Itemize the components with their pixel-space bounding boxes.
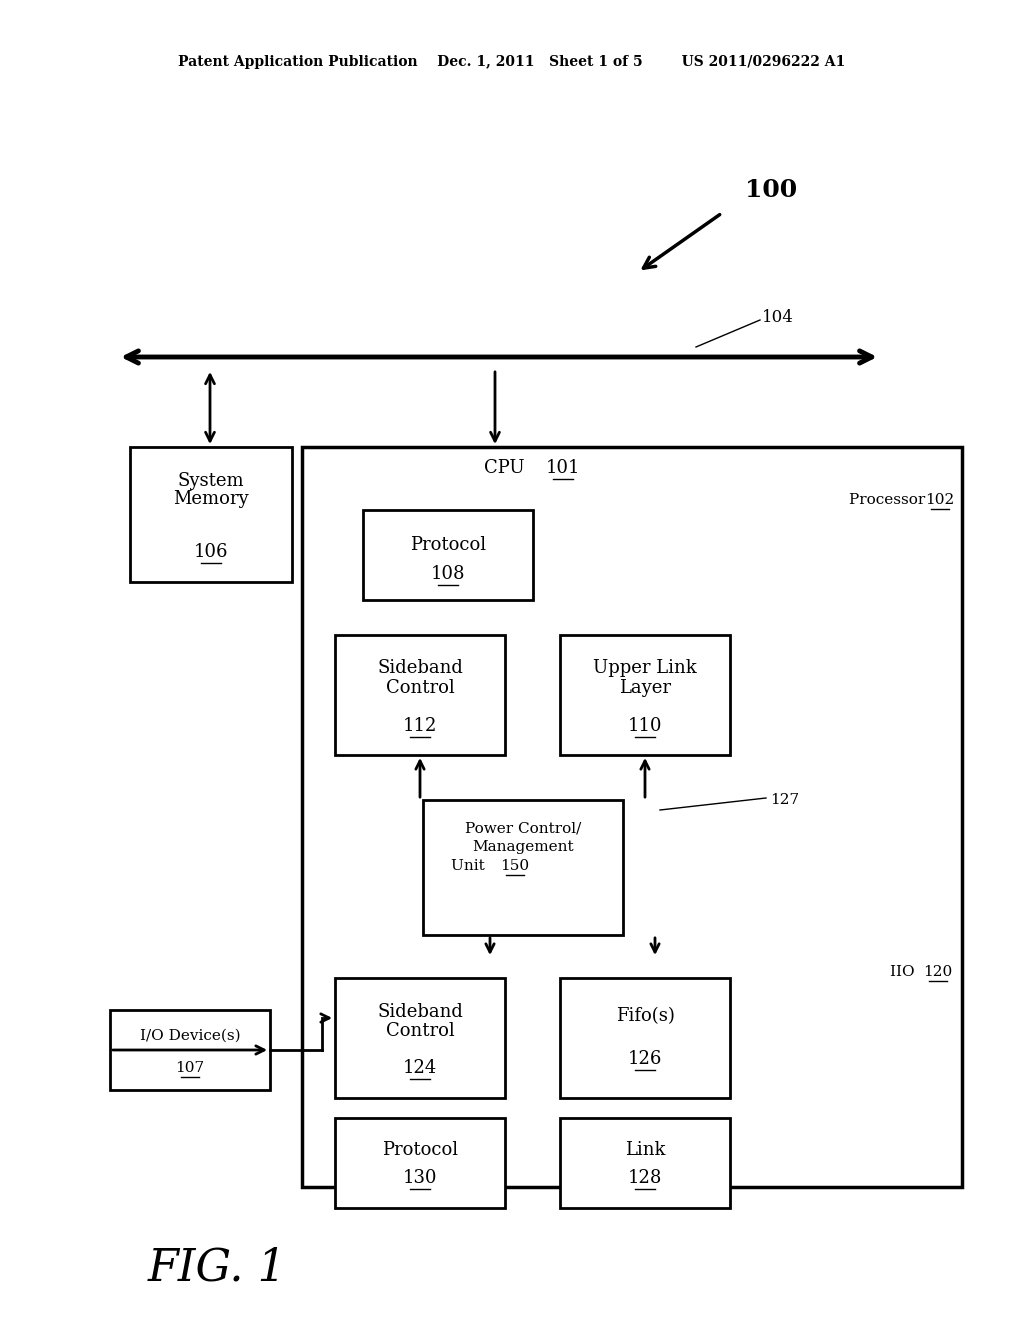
- Text: 104: 104: [762, 309, 794, 326]
- Text: Processor: Processor: [849, 492, 930, 507]
- Text: Control: Control: [386, 1022, 455, 1040]
- Text: 110: 110: [628, 717, 663, 735]
- Text: Upper Link: Upper Link: [593, 659, 697, 677]
- Text: Sideband: Sideband: [377, 1003, 463, 1020]
- Text: CPU: CPU: [483, 459, 530, 477]
- Bar: [302, 447, 962, 1187]
- Text: System: System: [178, 473, 245, 490]
- Text: Control: Control: [386, 678, 455, 697]
- Bar: [362, 510, 534, 601]
- Text: FIG. 1: FIG. 1: [148, 1246, 287, 1290]
- Text: 127: 127: [770, 793, 799, 807]
- Bar: [560, 635, 730, 755]
- Text: 150: 150: [501, 859, 529, 873]
- Text: 128: 128: [628, 1170, 663, 1187]
- Text: Power Control/: Power Control/: [465, 821, 582, 836]
- Text: Management: Management: [472, 840, 573, 854]
- Bar: [560, 1118, 730, 1208]
- Text: 106: 106: [194, 543, 228, 561]
- Text: 130: 130: [402, 1170, 437, 1187]
- Text: Protocol: Protocol: [410, 536, 486, 554]
- Text: Sideband: Sideband: [377, 659, 463, 677]
- Bar: [319, 958, 945, 1173]
- Bar: [130, 447, 292, 582]
- Bar: [335, 635, 505, 755]
- Text: 107: 107: [175, 1061, 205, 1074]
- Text: I/O Device(s): I/O Device(s): [139, 1030, 241, 1043]
- Text: 108: 108: [431, 565, 465, 583]
- Text: Fifo(s): Fifo(s): [615, 1007, 675, 1026]
- Text: Layer: Layer: [618, 678, 671, 697]
- Text: 120: 120: [924, 965, 952, 979]
- Bar: [560, 978, 730, 1098]
- Bar: [335, 978, 505, 1098]
- Text: Protocol: Protocol: [382, 1140, 458, 1159]
- Text: Memory: Memory: [173, 490, 249, 508]
- Text: Link: Link: [625, 1140, 666, 1159]
- Bar: [319, 486, 945, 796]
- Text: 100: 100: [745, 178, 797, 202]
- Text: Patent Application Publication    Dec. 1, 2011   Sheet 1 of 5        US 2011/029: Patent Application Publication Dec. 1, 2…: [178, 55, 846, 69]
- Text: IIO: IIO: [891, 965, 920, 979]
- Text: 126: 126: [628, 1049, 663, 1068]
- Text: 112: 112: [402, 717, 437, 735]
- Text: 102: 102: [926, 492, 954, 507]
- Bar: [110, 1010, 270, 1090]
- Text: Unit: Unit: [452, 859, 490, 873]
- Text: 101: 101: [546, 459, 581, 477]
- Text: 124: 124: [402, 1059, 437, 1077]
- Bar: [335, 1118, 505, 1208]
- Bar: [423, 800, 623, 935]
